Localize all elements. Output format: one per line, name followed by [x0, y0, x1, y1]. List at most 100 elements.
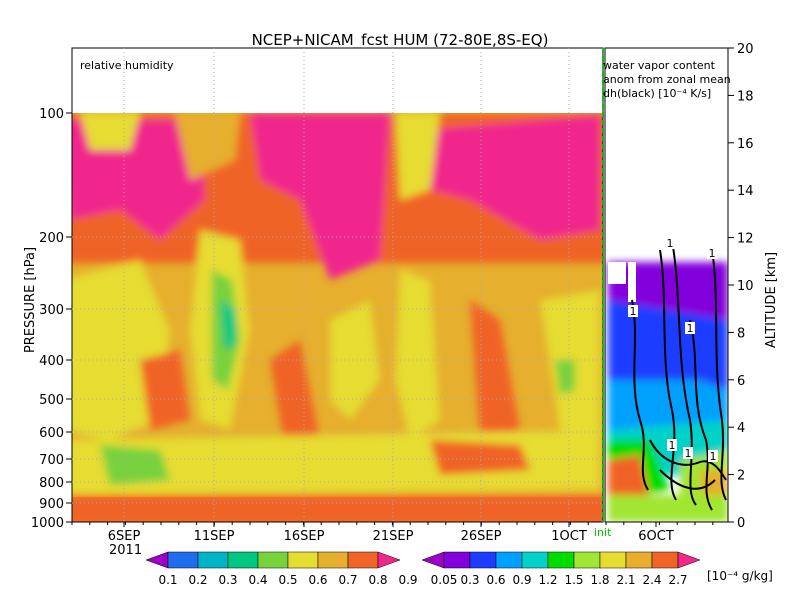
- rh-colorbar-swatch: [167, 551, 199, 569]
- right-axis-title: ALTITUDE [km]: [764, 252, 779, 348]
- wv-colorbar-label: 2.1: [616, 573, 635, 587]
- date-tick-label: 26SEP: [461, 529, 502, 544]
- altitude-tick-label: 4: [737, 421, 745, 436]
- rh-colorbar-label: 0.8: [368, 573, 387, 587]
- year-label: 2011: [109, 543, 142, 558]
- wv-colorbar-label: 1.5: [564, 573, 583, 587]
- rh-colorbar-swatch: [257, 551, 289, 569]
- pressure-tick-label: 100: [39, 107, 64, 122]
- pressure-tick-label: 600: [39, 426, 64, 441]
- altitude-tick-label: 12: [737, 232, 754, 247]
- right-panel-label-2: anom from zonal mean: [603, 73, 731, 86]
- date-tick-label: 6OCT: [638, 529, 674, 544]
- chart-title: NCEP+NICAM_fcst HUM (72-80E,8S-EQ): [252, 31, 549, 50]
- rh-colorbar: 0.1 0.2 0.3 0.4 0.5 0.6 0.7 0.8 0.9: [145, 551, 418, 587]
- right-panel-label-3: dh(black) [10⁻⁴ K/s]: [603, 87, 711, 100]
- wv-colorbar-unit: [10⁻⁴ g/kg]: [707, 569, 773, 583]
- wv-colorbar-swatch: [495, 551, 523, 569]
- wv-colorbar-label: 0.9: [512, 573, 531, 587]
- rh-colorbar-label: 0.7: [338, 573, 357, 587]
- wv-colorbar-swatch: [677, 551, 701, 569]
- rh-colorbar-swatch: [197, 551, 229, 569]
- wv-colorbar-swatch: [521, 551, 549, 569]
- rh-colorbar-swatch: [287, 551, 319, 569]
- contour-label-box: [628, 305, 638, 317]
- contour-label-box: [685, 322, 695, 334]
- water-vapor-anomaly-field: [605, 113, 728, 522]
- wv-colorbar-swatch: [469, 551, 497, 569]
- altitude-tick-label: 6: [737, 374, 745, 389]
- wv-colorbar-label: 1.8: [590, 573, 609, 587]
- altitude-tick-label: 2: [737, 469, 745, 484]
- date-tick-label: 6SEP: [108, 529, 141, 544]
- contour-label-box: [667, 439, 677, 451]
- altitude-tick-label: 20: [737, 42, 754, 57]
- heating-rate-contours: [631, 239, 727, 511]
- wv-colorbar-swatch: [573, 551, 601, 569]
- rh-colorbar-label: 0.2: [188, 573, 207, 587]
- contour-label: 1: [687, 322, 694, 335]
- contour-label: 1: [685, 447, 692, 460]
- rh-colorbar-swatch: [227, 551, 259, 569]
- pressure-tick-label: 500: [39, 393, 64, 408]
- wv-colorbar: 0.05 0.3 0.6 0.9 1.2 1.5 1.8 2.1 2.4 2.7 [10⁻⁴ g/k…: [421, 551, 773, 587]
- rh-colorbar-label: 0.3: [218, 573, 237, 587]
- wv-colorbar-swatch: [547, 551, 575, 569]
- altitude-tick-label: 14: [737, 184, 754, 199]
- wv-colorbar-swatch: [625, 551, 653, 569]
- contour-label-box: [683, 447, 693, 459]
- rh-colorbar-label: 0.5: [278, 573, 297, 587]
- rh-colorbar-label: 0.1: [158, 573, 177, 587]
- date-tick-label: 16SEP: [284, 529, 325, 544]
- pressure-tick-label: 800: [39, 476, 64, 491]
- grid: [72, 48, 603, 522]
- wv-colorbar-label: 2.4: [642, 573, 661, 587]
- wv-colorbar-swatch: [443, 551, 471, 569]
- altitude-tick-label: 0: [737, 516, 745, 531]
- wv-colorbar-label: 0.6: [486, 573, 505, 587]
- rh-colorbar-swatch: [347, 551, 379, 569]
- wv-colorbar-swatch: [599, 551, 627, 569]
- wv-colorbar-swatch: [651, 551, 679, 569]
- left-panel-label: relative humidity: [80, 59, 174, 72]
- altitude-tick-label: 8: [737, 326, 745, 341]
- contour-label: 1: [630, 305, 637, 318]
- wv-colorbar-label: 2.7: [668, 573, 687, 587]
- date-tick-label: 1OCT: [551, 529, 587, 544]
- contour-label: 1: [667, 237, 674, 250]
- relative-humidity-field: [72, 113, 603, 522]
- contour-label: 1: [709, 247, 716, 260]
- altitude-tick-label: 18: [737, 89, 754, 104]
- wv-colorbar-label: 0.05: [431, 573, 458, 587]
- wv-colorbar-label: 1.2: [538, 573, 557, 587]
- rh-colorbar-swatch: [377, 551, 401, 569]
- rh-colorbar-swatch: [317, 551, 349, 569]
- contour-label-box: [708, 450, 718, 462]
- contour-label: 1: [669, 439, 676, 452]
- date-tick-label: 21SEP: [373, 529, 414, 544]
- pressure-tick-label: 200: [39, 231, 64, 246]
- contour-label-box: [665, 237, 675, 249]
- pressure-tick-label: 400: [39, 354, 64, 369]
- pressure-tick-label: 900: [39, 497, 64, 512]
- contour-label: 1: [710, 450, 717, 463]
- pressure-tick-label: 300: [39, 303, 64, 318]
- left-axis-title: PRESSURE [hPa]: [23, 247, 38, 353]
- contour-label-box: [707, 247, 717, 259]
- wv-colorbar-swatch: [421, 551, 445, 569]
- pressure-tick-label: 1000: [31, 516, 64, 531]
- rh-colorbar-label: 0.9: [398, 573, 417, 587]
- init-label: init: [594, 526, 612, 539]
- pressure-tick-label: 700: [39, 453, 64, 468]
- rh-colorbar-label: 0.6: [308, 573, 327, 587]
- right-panel-label-1: water vapor content: [603, 59, 716, 72]
- altitude-tick-label: 16: [737, 137, 754, 152]
- altitude-tick-label: 10: [737, 279, 754, 294]
- rh-colorbar-swatch: [145, 551, 169, 569]
- wv-colorbar-label: 0.3: [460, 573, 479, 587]
- date-tick-label: 11SEP: [194, 529, 235, 544]
- rh-colorbar-label: 0.4: [248, 573, 267, 587]
